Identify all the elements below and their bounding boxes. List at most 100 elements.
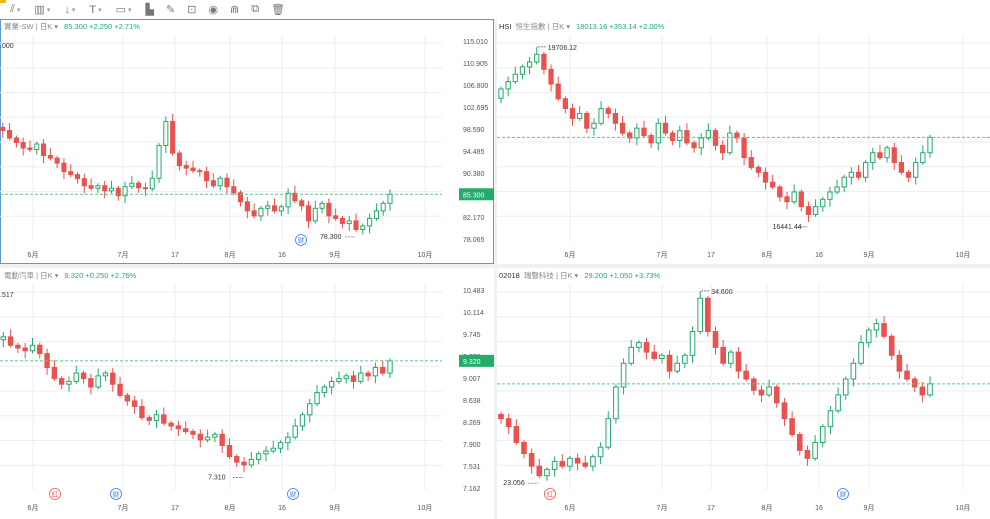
panel-interval-selector[interactable]: 電動汽車 | 日K ▾ — [4, 270, 59, 280]
candle — [919, 382, 926, 403]
chart-type-tool[interactable]: ▙ — [146, 3, 154, 16]
panel-interval-selector[interactable]: 恒生指數 | 日K ▾ — [515, 21, 570, 31]
candle — [727, 125, 733, 156]
candle-body — [387, 360, 393, 374]
trash-tool[interactable]: 🗑 — [271, 3, 285, 16]
candle — [328, 376, 335, 395]
arrow-down-tool-tool[interactable]: ↓ ▾ — [64, 4, 75, 16]
event-marker[interactable]: 财 — [110, 488, 122, 500]
chart-panel-bottom-right[interactable]: 02018 瑞聲科技 | 日K ▾ 29.200 +1.050 +3.73% 34.6… — [497, 268, 990, 519]
candle-body — [197, 433, 203, 441]
candle-body — [627, 132, 633, 139]
candle — [307, 398, 313, 423]
candle — [95, 368, 101, 390]
candle — [512, 66, 518, 85]
lock-tool[interactable]: ⊡ — [187, 3, 196, 16]
x-axis: 6月 7月 17 8月 16 9月 10月 — [565, 251, 971, 259]
candle — [29, 337, 36, 354]
candle — [44, 348, 50, 375]
candlestick-chart[interactable]: 115.010 110.905 106.800 102.695 98.590 94.485… — [0, 19, 499, 264]
candle-body — [597, 446, 604, 458]
y-tick-label: 90.380 — [463, 171, 485, 178]
pencil-tool[interactable]: ✎ — [166, 3, 175, 16]
candle-body — [204, 171, 210, 182]
layers-tool[interactable]: ⧉ — [251, 3, 259, 16]
event-marker[interactable]: 财 — [837, 488, 849, 500]
candlestick-chart[interactable]: 10.48310.1149.7459.3769.0078.6388.2697.9… — [0, 268, 499, 519]
text-tool-tool[interactable]: T ▾ — [89, 4, 101, 16]
event-marker[interactable]: 红 — [544, 488, 556, 500]
candle — [0, 122, 6, 138]
picture-tool-tool[interactable]: ▭ ▾ — [116, 3, 132, 16]
volume-bars-tool[interactable]: ▥ ▾ — [34, 3, 50, 16]
panel-quote: 29.200 +1.050 +3.73% — [584, 270, 661, 280]
candle-body — [277, 442, 284, 449]
y-axis: 115.010 110.905 106.800 102.695 98.590 94.485… — [463, 39, 488, 244]
panel-interval-selector[interactable]: 實業-SW | 日K ▾ — [4, 21, 59, 31]
indicator-tool-tool[interactable]: ⫽ ▾ — [10, 3, 20, 16]
magnet-tool[interactable]: ⋒ — [230, 3, 239, 16]
candlestick-chart[interactable]: 34.600 23.056 红 财 6月 7月 17 8月 16 9月 10月 — [497, 268, 990, 519]
candle — [666, 350, 673, 379]
panel-interval-selector[interactable]: 瑞聲科技 | 日K ▾ — [523, 270, 579, 280]
candle — [244, 196, 250, 219]
candle — [248, 451, 255, 468]
candle — [804, 445, 811, 466]
candle-body — [153, 414, 160, 421]
panel-header[interactable]: 02018 瑞聲科技 | 日K ▾ 29.200 +1.050 +3.73% — [497, 268, 660, 282]
event-marker[interactable]: 红 — [49, 488, 61, 500]
candle — [258, 205, 264, 221]
candle — [705, 295, 711, 337]
x-tick-label: 7月 — [657, 504, 668, 512]
candle-body — [265, 205, 271, 209]
candle — [574, 453, 581, 471]
candle-body — [326, 202, 332, 217]
candle — [102, 370, 109, 381]
chart-panel-bottom-left[interactable]: 電動汽車 | 日K ▾ 9.320 +0.250 +2.76% 10.483 10.1… — [0, 268, 499, 519]
extreme-annotation: 19706.12 — [537, 45, 577, 52]
chart-panel-top-left[interactable]: 實業-SW | 日K ▾ 85.300 +2.250 +2.71% 115.010 1… — [0, 19, 499, 264]
panel-header[interactable]: HSI 恒生指數 | 日K ▾ 18013.16 +353.14 +2.00% — [497, 19, 664, 33]
candle-body — [544, 468, 550, 477]
candle — [58, 376, 65, 390]
candle-body — [574, 457, 581, 464]
candle-body — [605, 108, 611, 114]
event-marker-circle — [295, 234, 307, 246]
candlestick-chart[interactable]: 19706.12 16441.44 6月 7月 17 8月 16 9月 10月 — [497, 19, 990, 264]
candle — [555, 76, 561, 102]
candle — [212, 431, 218, 443]
candle-body — [224, 177, 230, 188]
candle-body — [913, 162, 919, 178]
panel-divider-vertical[interactable] — [494, 19, 497, 519]
candle — [299, 412, 306, 431]
candle-body — [766, 386, 772, 396]
candle — [80, 370, 87, 384]
candle — [241, 457, 247, 473]
candle — [613, 384, 619, 424]
event-marker[interactable]: 财 — [287, 488, 299, 500]
chart-panel-top-right[interactable]: HSI 恒生指數 | 日K ▾ 18013.16 +353.14 +2.00% 197… — [497, 19, 990, 264]
candle — [677, 125, 683, 148]
candle-body — [248, 458, 255, 466]
brand-accent — [0, 0, 6, 3]
candle-body — [15, 344, 21, 349]
event-marker[interactable]: 财 — [295, 234, 307, 246]
panel-header[interactable]: 實業-SW | 日K ▾ 85.300 +2.250 +2.71% — [0, 19, 140, 33]
candle-body — [536, 465, 543, 477]
y-tick-label: 78.065 — [463, 237, 485, 244]
y-tick-label: 98.590 — [463, 127, 485, 134]
candle-body — [231, 186, 237, 194]
candle-body — [7, 336, 14, 346]
candle-body — [858, 342, 864, 364]
candle-body — [29, 344, 36, 352]
candle-body — [877, 152, 883, 159]
candle — [190, 160, 196, 174]
panel-header[interactable]: 電動汽車 | 日K ▾ 9.320 +0.250 +2.76% — [0, 268, 136, 282]
candle-body — [734, 132, 740, 139]
candle — [219, 429, 225, 453]
candle — [612, 108, 619, 131]
candle-body — [255, 453, 262, 460]
candle-body — [762, 171, 769, 183]
candle-body — [662, 122, 669, 134]
eye-tool[interactable]: ◉ — [208, 3, 218, 16]
